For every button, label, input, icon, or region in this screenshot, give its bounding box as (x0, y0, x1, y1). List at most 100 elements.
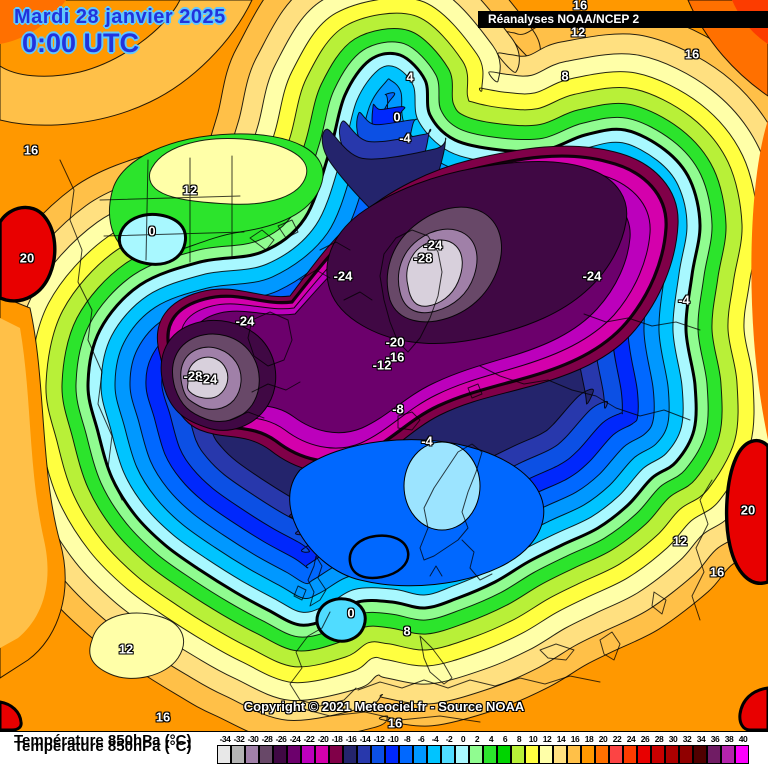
scale-color-box (623, 745, 637, 764)
legend-strip: Température 850hPa (°C) Température 850h… (0, 732, 768, 768)
scale-color-box (567, 745, 581, 764)
coast-northamerica-west (59, 159, 123, 501)
scale-value: 8 (516, 734, 522, 744)
coast-scandinavia (419, 443, 483, 561)
scale-value: -22 (303, 734, 315, 744)
scale-color-box (497, 745, 511, 764)
orange-strip-right (751, 120, 768, 440)
coast-arctic-islands (299, 241, 373, 301)
europe-cold-pocket (315, 597, 367, 643)
scale-color-box (441, 745, 455, 764)
temperature-field-map (0, 0, 768, 731)
scale-value: -14 (359, 734, 371, 744)
coast-greenland (379, 229, 443, 353)
scale-value: 4 (488, 734, 494, 744)
scale-color-box (525, 745, 539, 764)
scale-color-box (539, 745, 553, 764)
coast-black-sea (539, 643, 575, 661)
scale-color-box (735, 745, 749, 764)
coast-svalbard (467, 383, 483, 399)
scale-value: 6 (502, 734, 508, 744)
scale-color-box (343, 745, 357, 764)
scale-value: -32 (233, 734, 245, 744)
map-area: Mardi 28 janvier 2025 0:00 UTC Réanalyse… (0, 0, 768, 732)
hot-corner-topleft (0, 0, 66, 44)
scale-color-box (399, 745, 413, 764)
polar-vortex-core (156, 145, 679, 474)
scale-color-box (469, 745, 483, 764)
scale-value: 32 (682, 734, 692, 744)
scale-value: -10 (387, 734, 399, 744)
hot-blob-left (0, 205, 57, 303)
scale-color-box (217, 745, 231, 764)
coast-bering (229, 381, 301, 421)
scale-color-box (483, 745, 497, 764)
scale-color-box (651, 745, 665, 764)
hot-blob-corner-br (738, 686, 768, 731)
scale-color-box (259, 745, 273, 764)
scandinavia-pale-patch (403, 441, 481, 531)
coast-ireland (293, 585, 307, 601)
scale-color-box (637, 745, 651, 764)
scale-color-box (721, 745, 735, 764)
coast-uk (307, 555, 327, 607)
scale-color-box (693, 745, 707, 764)
date-label: Mardi 28 janvier 2025 (14, 6, 226, 28)
scale-color-box (385, 745, 399, 764)
coast-iceland (397, 411, 421, 431)
coast-france-iberia (289, 611, 357, 707)
scale-value: 24 (626, 734, 636, 744)
scale-color-box (595, 745, 609, 764)
scale-value: -6 (417, 734, 425, 744)
scale-color-box (455, 745, 469, 764)
scale-color-box (679, 745, 693, 764)
pacific-pale-blob (89, 612, 184, 679)
scale-color-box (315, 745, 329, 764)
scale-value: 26 (640, 734, 650, 744)
scale-color-box (329, 745, 343, 764)
cold-core-west (187, 356, 229, 399)
coast-great-lakes (249, 219, 299, 251)
scale-value: -16 (345, 734, 357, 744)
hot-blob-corner-bl (0, 700, 23, 731)
borders-na-grid (99, 155, 245, 263)
scale-color-box (665, 745, 679, 764)
us-cold-pocket (117, 212, 188, 266)
warm-air-patches (0, 0, 768, 679)
reanalysis-source-bar: Réanalyses NOAA/NCEP 2 (478, 11, 768, 28)
coast-baltic (461, 539, 493, 581)
legend-title-shadow-copy: Température 850hPa (°C) (14, 738, 192, 755)
scale-value: 34 (696, 734, 706, 744)
coastlines (59, 155, 713, 723)
scale-value: 22 (612, 734, 622, 744)
cold-core-east (406, 239, 463, 307)
run-time-label: 0:00 UTC (22, 28, 140, 58)
coast-mediterranean (357, 675, 601, 691)
scale-color-box (301, 745, 315, 764)
scale-value: -12 (373, 734, 385, 744)
scale-color-box (427, 745, 441, 764)
scale-color-box (231, 745, 245, 764)
scale-color-box (707, 745, 721, 764)
coast-denmark (429, 565, 443, 577)
scale-color-box (357, 745, 371, 764)
scale-value: 38 (724, 734, 734, 744)
copyright-text: Copyright © 2021 Meteociel.fr - Source N… (243, 699, 525, 714)
scale-color-box (245, 745, 259, 764)
hot-blob-right (724, 438, 768, 585)
scale-color-box (553, 745, 567, 764)
scale-value: 16 (570, 734, 580, 744)
scale-color-box (511, 745, 525, 764)
enclosed-contour-pockets (0, 205, 768, 731)
scale-value: 30 (668, 734, 678, 744)
scale-color-box (371, 745, 385, 764)
legend-title: Température 850hPa (°C) (14, 732, 192, 749)
scale-value: 10 (528, 734, 538, 744)
scale-value: 20 (598, 734, 608, 744)
scale-value: -18 (331, 734, 343, 744)
scale-value: -34 (219, 734, 231, 744)
scale-value: -30 (247, 734, 259, 744)
scale-value: 12 (542, 734, 552, 744)
coast-japan (651, 591, 667, 615)
